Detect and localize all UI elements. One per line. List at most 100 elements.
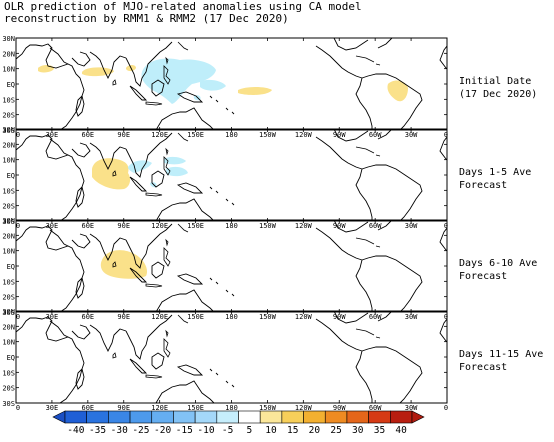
panel-label-3: Days 6-10 Ave Forecast — [459, 257, 537, 283]
lat-tick-label: EQ — [7, 263, 15, 271]
positive-anomaly-region — [100, 250, 148, 279]
lon-tick-label: 0 — [16, 404, 20, 412]
colorbar-tick-label: 40 — [395, 425, 407, 436]
panel-label-line-2: Forecast — [459, 362, 508, 373]
lon-tick-label: 0 — [444, 404, 448, 412]
colorbar-swatch — [151, 410, 174, 424]
lat-tick-label: 10S — [2, 187, 15, 195]
lat-tick-label: 20S — [2, 385, 15, 393]
negative-anomaly-region — [200, 79, 226, 91]
lat-tick-label: 20N — [2, 141, 15, 149]
lon-tick-label: 150W — [259, 131, 277, 139]
lat-tick-label: 20S — [2, 112, 15, 120]
lon-tick-label: 60W — [369, 404, 382, 412]
positive-anomaly-region — [92, 158, 131, 190]
lon-tick-label: 30E — [46, 222, 59, 230]
colorbar-tick-label: 15 — [287, 425, 298, 436]
colorbar-swatch — [238, 410, 261, 424]
colorbar-tick-label: -30 — [111, 425, 128, 436]
lon-tick-label: 150E — [187, 131, 204, 139]
lon-tick-label: 180 — [225, 404, 238, 412]
colorbar-tick-label: 20 — [309, 425, 321, 436]
lat-tick-label: 10S — [2, 369, 15, 377]
colorbar-tick-label: -10 — [197, 425, 214, 436]
lat-tick-label: 20S — [2, 294, 15, 302]
lat-tick-label: 10S — [2, 96, 15, 104]
lon-tick-label: 150E — [187, 222, 204, 230]
lon-tick-label: 90E — [117, 222, 130, 230]
title-line-1: OLR prediction of MJO-related anomalies … — [4, 0, 362, 13]
lat-tick-label: EQ — [7, 354, 15, 362]
lat-tick-label: 10N — [2, 157, 15, 165]
panel-label-line-2: (17 Dec 2020) — [459, 89, 538, 100]
lon-tick-label: 0 — [16, 313, 20, 321]
lon-tick-label: 150E — [187, 404, 204, 412]
lon-tick-label: 90W — [333, 222, 346, 230]
negative-anomaly-region — [166, 166, 188, 177]
lat-tick-label: 20S — [2, 203, 15, 211]
colorbar-swatch — [346, 410, 369, 424]
lon-tick-label: 150E — [187, 313, 204, 321]
lon-tick-label: 180 — [225, 222, 238, 230]
colorbar-swatch — [64, 410, 87, 424]
positive-anomaly-region — [38, 65, 54, 73]
colorbar-swatch — [259, 410, 283, 424]
lat-tick-label: EQ — [7, 172, 15, 180]
colorbar-swatch — [324, 410, 348, 424]
lon-tick-label: 120W — [295, 131, 313, 139]
lon-tick-label: 60E — [82, 404, 95, 412]
lat-tick-label: 30N — [2, 308, 15, 316]
coastline — [16, 220, 447, 312]
lon-tick-label: 180 — [225, 313, 238, 321]
lat-tick-label: 10N — [2, 248, 15, 256]
lat-tick-label: 30S — [2, 218, 15, 226]
colorbar-swatch — [216, 410, 239, 424]
lon-tick-label: 90W — [333, 404, 346, 412]
negative-anomaly-region — [141, 58, 216, 104]
lat-tick-label: 10N — [2, 66, 15, 74]
lat-tick-label: EQ — [7, 81, 15, 89]
panel-label-1: Initial Date (17 Dec 2020) — [459, 75, 537, 101]
lat-tick-label: 10N — [2, 339, 15, 347]
lon-tick-label: 60W — [369, 313, 382, 321]
lon-tick-label: 120E — [151, 404, 168, 412]
colorbar-low-end — [52, 410, 66, 424]
panel-label-line-2: Forecast — [459, 180, 508, 191]
lat-tick-label: 30N — [2, 217, 15, 225]
panel-label-line-1: Days 6-10 Ave — [459, 258, 538, 269]
colorbar-swatch — [129, 410, 153, 424]
lon-tick-label: 30W — [405, 404, 418, 412]
colorbar-tick-label: -5 — [222, 425, 233, 436]
lon-tick-label: 120E — [151, 131, 168, 139]
lon-tick-label: 30W — [405, 222, 418, 230]
lon-tick-label: 120W — [295, 222, 313, 230]
lon-tick-label: 90E — [117, 404, 130, 412]
lon-tick-label: 60E — [82, 313, 95, 321]
negative-anomaly-region — [128, 160, 152, 173]
lat-tick-label: 30N — [2, 126, 15, 134]
colorbar-tick-label: -15 — [176, 425, 193, 436]
coastline — [16, 129, 447, 221]
lon-tick-label: 30W — [405, 131, 418, 139]
lon-tick-label: 60E — [82, 222, 95, 230]
lat-tick-label: 20N — [2, 232, 15, 240]
lon-tick-label: 120W — [295, 313, 313, 321]
lat-tick-label: 30N — [2, 35, 15, 43]
panel-label-4: Days 11-15 Ave Forecast — [459, 348, 543, 374]
lon-tick-label: 150W — [259, 222, 277, 230]
lon-tick-label: 150W — [259, 404, 277, 412]
colorbar-high-end — [411, 410, 425, 424]
lon-tick-label: 90W — [333, 131, 346, 139]
coastline — [16, 311, 447, 403]
lat-tick-label: 20N — [2, 323, 15, 331]
positive-anomaly-region — [387, 80, 408, 102]
positive-anomaly-region — [238, 87, 272, 95]
lon-tick-label: 90E — [117, 131, 130, 139]
lon-tick-label: 60E — [82, 131, 95, 139]
lon-tick-label: 30E — [46, 404, 59, 412]
lon-tick-label: 120E — [151, 222, 168, 230]
colorbar-tick-label: 35 — [374, 425, 385, 436]
lat-tick-label: 30S — [2, 400, 15, 408]
